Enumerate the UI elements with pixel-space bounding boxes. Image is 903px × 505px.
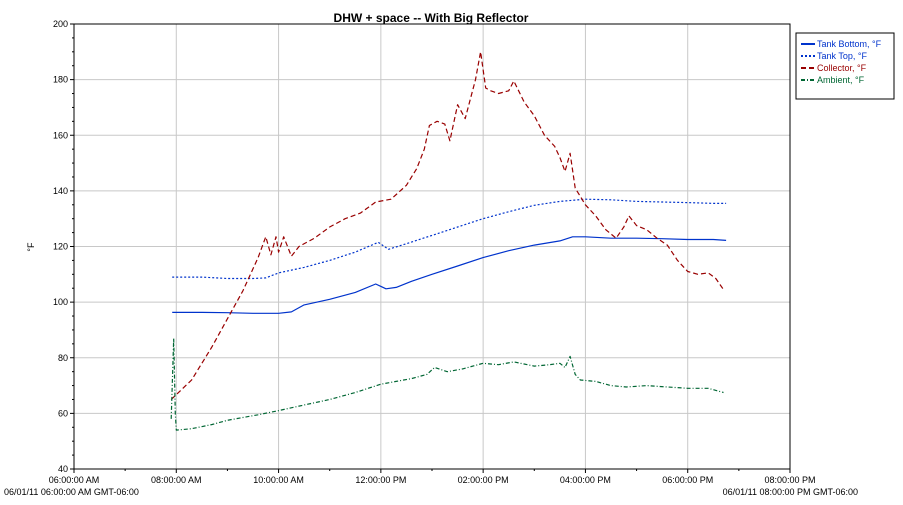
- y-tick-label: 160: [53, 130, 68, 140]
- plot-frame: [73, 23, 791, 470]
- legend-label-2: Collector, °F: [817, 63, 867, 73]
- x-end-label: 06/01/11 08:00:00 PM GMT-06:00: [723, 487, 858, 497]
- legend-label-1: Tank Top, °F: [817, 51, 867, 61]
- series-line-0: [172, 236, 727, 314]
- x-ticks: 06:00:00 AM 08:00:00 AM 10:00:00 AM 12:00:0…: [49, 469, 816, 485]
- series-lines: [170, 51, 727, 431]
- y-axis-label: °F: [26, 242, 36, 252]
- legend: Tank Bottom, °F Tank Top, °F Collector, °F…: [795, 32, 895, 100]
- x-tick-label: 04:00:00 PM: [560, 475, 611, 485]
- y-tick-label: 120: [53, 242, 68, 252]
- chart-title: DHW + space -- With Big Reflector: [334, 11, 529, 25]
- x-tick-label: 06:00:00 AM: [49, 475, 100, 485]
- grid: [73, 23, 791, 470]
- legend-label-3: Ambient, °F: [817, 75, 865, 85]
- x-tick-label: 08:00:00 PM: [764, 475, 815, 485]
- y-ticks: 40 60 80 100 120 140 160 180 200: [53, 19, 74, 474]
- x-start-label: 06/01/11 06:00:00 AM GMT-06:00: [4, 487, 139, 497]
- series-line-2: [170, 51, 724, 400]
- x-tick-label: 08:00:00 AM: [151, 475, 202, 485]
- x-tick-label: 12:00:00 PM: [355, 475, 406, 485]
- y-tick-label: 180: [53, 75, 68, 85]
- y-tick-label: 140: [53, 186, 68, 196]
- y-tick-label: 60: [58, 408, 68, 418]
- series-line-3: [170, 337, 724, 431]
- x-tick-label: 02:00:00 PM: [458, 475, 509, 485]
- series-line-1: [172, 198, 727, 280]
- x-tick-label: 10:00:00 AM: [253, 475, 304, 485]
- y-tick-label: 200: [53, 19, 68, 29]
- x-tick-label: 06:00:00 PM: [662, 475, 713, 485]
- y-tick-label: 80: [58, 353, 68, 363]
- y-tick-label: 100: [53, 297, 68, 307]
- y-tick-label: 40: [58, 464, 68, 474]
- legend-label-0: Tank Bottom, °F: [817, 39, 882, 49]
